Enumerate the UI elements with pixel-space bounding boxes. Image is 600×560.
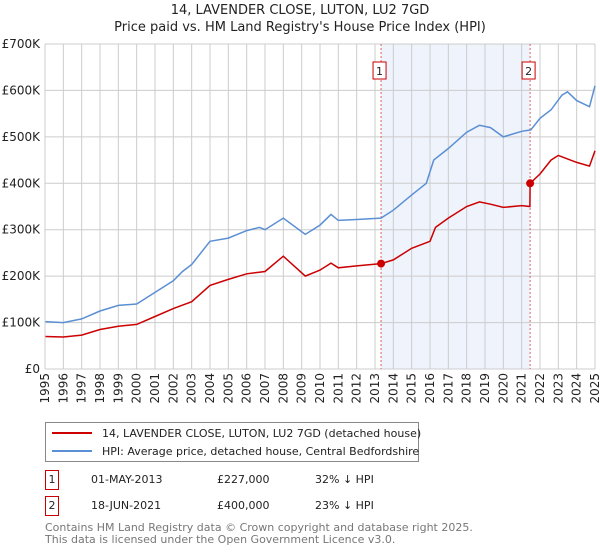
- chart-plot: 1995 1996 1997 1998 1999 2000 2001 2002 2003 2004…: [2, 37, 600, 404]
- transaction-marker: 1: [45, 470, 59, 490]
- transaction-price: £227,000: [217, 473, 270, 486]
- footer-line: Contains HM Land Registry data © Crown c…: [45, 521, 473, 534]
- transaction-date: 18-JUN-2021: [91, 499, 162, 512]
- y-tick-label: £600K: [2, 83, 42, 97]
- x-tick-label: 2015: [405, 373, 419, 404]
- x-tick-label: 2008: [276, 373, 290, 404]
- y-tick-label: £100K: [2, 316, 42, 330]
- sale-marker-label: 2: [525, 65, 532, 78]
- y-tick-label: £400K: [2, 176, 42, 190]
- x-tick-label: 2025: [588, 373, 600, 404]
- x-tick-label: 2004: [203, 373, 217, 404]
- x-tick-label: 2020: [496, 373, 510, 404]
- x-tick-label: 2017: [441, 373, 455, 404]
- footer-line: This data is licensed under the Open Gov…: [45, 533, 396, 546]
- sale-marker-box: [521, 61, 536, 80]
- x-tick-label: 1997: [75, 373, 89, 404]
- x-tick-label: 1998: [93, 373, 107, 404]
- y-tick-label: £0: [25, 362, 40, 376]
- transaction-hpi: 32% ↓ HPI: [315, 473, 374, 486]
- x-tick-label: 2012: [350, 373, 364, 404]
- transaction-date: 01-MAY-2013: [91, 473, 163, 486]
- legend-item-hpi: HPI: Average price, detached house, Cent…: [52, 443, 419, 459]
- x-tick-label: 2016: [423, 373, 437, 404]
- x-tick-label: 2023: [551, 373, 565, 404]
- x-tick-label: 2006: [240, 373, 254, 404]
- legend-item-property: 14, LAVENDER CLOSE, LUTON, LU2 7GD (deta…: [52, 425, 421, 441]
- x-tick-label: 1996: [56, 373, 70, 404]
- x-tick-label: 2013: [368, 373, 382, 404]
- x-tick-label: 2019: [478, 373, 492, 404]
- x-tick-label: 2001: [148, 373, 162, 404]
- legend-swatch-red: [52, 432, 92, 434]
- x-tick-label: 2011: [331, 373, 345, 404]
- sale-marker-box: [372, 61, 387, 80]
- chart-title: 14, LAVENDER CLOSE, LUTON, LU2 7GD: [170, 3, 430, 18]
- x-tick-label: 2010: [313, 373, 327, 404]
- x-tick-label: 2000: [130, 373, 144, 404]
- transaction-row: 2 18-JUN-2021 £400,000 23% ↓ HPI: [45, 496, 445, 516]
- x-tick-label: 2002: [166, 373, 180, 404]
- x-tick-label: 2022: [533, 373, 547, 404]
- y-tick-label: £300K: [2, 223, 42, 237]
- legend-label: 14, LAVENDER CLOSE, LUTON, LU2 7GD (deta…: [102, 426, 422, 440]
- transaction-hpi: 23% ↓ HPI: [315, 499, 374, 512]
- legend-label: HPI: Average price, detached house, Cent…: [102, 444, 420, 458]
- sale-point: [526, 179, 535, 188]
- y-tick-label: £200K: [2, 269, 42, 283]
- sale-point: [377, 259, 386, 268]
- transaction-row: 1 01-MAY-2013 £227,000 32% ↓ HPI: [45, 470, 445, 490]
- x-tick-label: 2009: [295, 373, 309, 404]
- x-tick-label: 2024: [570, 373, 584, 404]
- x-tick-label: 1999: [111, 373, 125, 404]
- x-tick-label: 2003: [185, 373, 199, 404]
- legend: 14, LAVENDER CLOSE, LUTON, LU2 7GD (deta…: [45, 422, 421, 462]
- x-tick-label: 2014: [386, 373, 400, 404]
- sale-marker-label: 1: [376, 65, 383, 78]
- transaction-price: £400,000: [217, 499, 270, 512]
- x-tick-label: 2018: [460, 373, 474, 404]
- x-tick-label: 2005: [221, 373, 235, 404]
- legend-swatch-blue: [52, 450, 92, 452]
- footer: Contains HM Land Registry data © Crown c…: [45, 522, 473, 546]
- x-tick-label: 2007: [258, 373, 272, 404]
- transaction-marker: 2: [45, 496, 59, 516]
- series-line: [44, 85, 596, 324]
- chart-subtitle: Price paid vs. HM Land Registry's House …: [114, 20, 486, 35]
- y-tick-label: £500K: [2, 130, 42, 144]
- y-tick-label: £700K: [2, 37, 42, 51]
- x-tick-label: 1995: [38, 373, 52, 404]
- x-tick-label: 2021: [515, 373, 529, 404]
